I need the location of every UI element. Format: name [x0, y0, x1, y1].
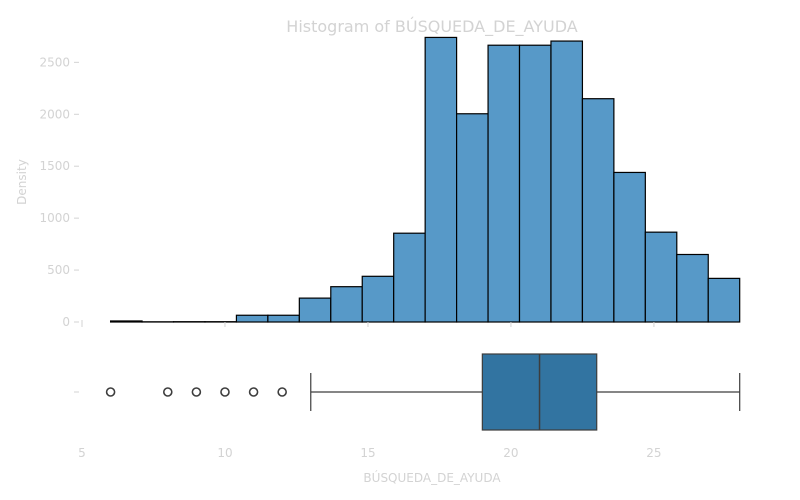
- histogram-bar: [361, 275, 395, 323]
- histogram-bar: [424, 36, 458, 323]
- y-tick-label: 1500: [39, 159, 70, 173]
- histogram-bar: [613, 171, 646, 323]
- histogram-bar: [644, 231, 678, 323]
- boxplot-outlier: [191, 387, 202, 397]
- histogram-bar: [676, 253, 709, 323]
- histogram-bar: [267, 314, 300, 323]
- x-axis: 5 10 15 20 25: [78, 320, 662, 460]
- x-tick-label: 20: [503, 446, 518, 460]
- x-tick-label: 25: [646, 446, 661, 460]
- boxplot-outlier: [220, 387, 230, 397]
- histogram-plot-area: [109, 36, 741, 323]
- y-tick-label: 2000: [39, 107, 70, 121]
- boxplot-outlier: [162, 387, 173, 397]
- histogram-bar: [487, 44, 521, 323]
- histogram-bar: [235, 314, 269, 323]
- histogram-bar: [518, 44, 552, 323]
- x-tick-label: 5: [78, 446, 86, 460]
- x-tick-label: 10: [217, 446, 232, 460]
- histogram-bar: [393, 232, 426, 323]
- histogram-bar: [330, 286, 363, 323]
- y-axis-label: Density: [15, 159, 29, 205]
- y-tick-label: 1000: [39, 211, 70, 225]
- histogram-bar: [109, 320, 143, 323]
- histogram-bar: [550, 40, 584, 323]
- histogram-bar: [581, 98, 615, 323]
- y-tick-label: 0: [62, 315, 70, 329]
- x-tick-label: 15: [360, 446, 375, 460]
- boxplot-outlier: [248, 387, 259, 397]
- y-axis: 0 500 1000 1500 2000 2500: [39, 55, 79, 393]
- histogram-bar: [707, 277, 741, 323]
- histogram-bar: [456, 113, 489, 323]
- y-tick-label: 2500: [39, 55, 70, 69]
- y-tick-label: 500: [47, 263, 70, 277]
- histogram-bar: [298, 297, 332, 323]
- chart-title: Histogram of BÚSQUEDA_DE_AYUDA: [286, 17, 577, 37]
- boxplot-outlier: [277, 387, 287, 397]
- x-axis-label: BÚSQUEDA_DE_AYUDA: [363, 470, 501, 485]
- boxplot-plot-area: [105, 353, 741, 431]
- boxplot-outlier: [105, 387, 116, 397]
